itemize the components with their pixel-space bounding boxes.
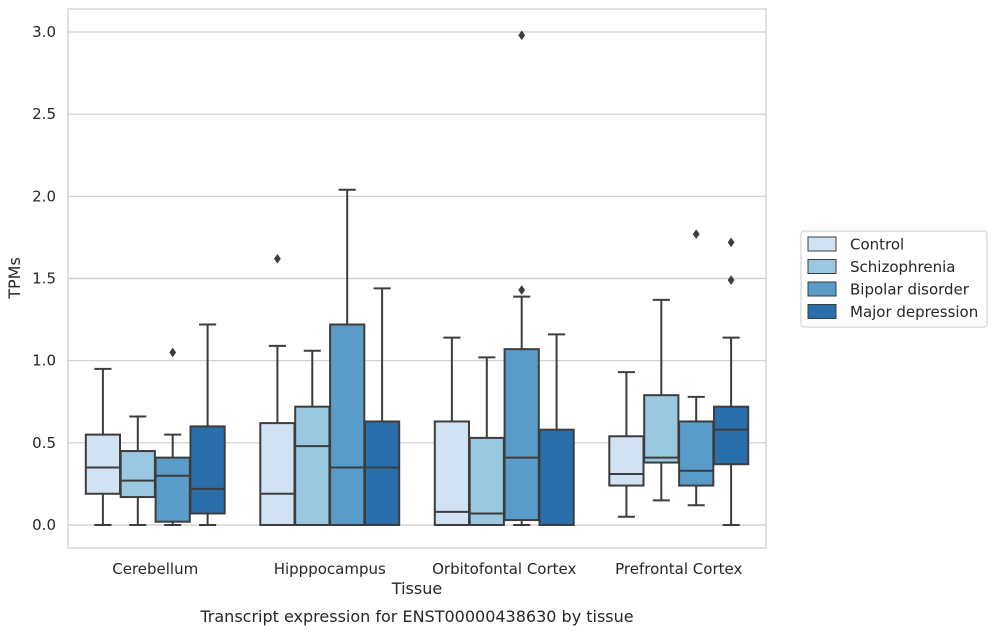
y-tick-label: 3.0 bbox=[32, 23, 56, 41]
outlier-point bbox=[169, 347, 177, 358]
legend-label: Bipolar disorder bbox=[850, 281, 970, 299]
box bbox=[678, 420, 715, 487]
box-group bbox=[678, 229, 715, 507]
outlier-point bbox=[692, 229, 700, 240]
legend-swatch bbox=[807, 304, 837, 319]
box-group bbox=[468, 356, 505, 526]
y-tick-label: 0.0 bbox=[32, 516, 56, 534]
box bbox=[538, 428, 575, 526]
legend-label: Control bbox=[850, 236, 904, 254]
chart-caption: Transcript expression for ENST0000043863… bbox=[199, 607, 633, 626]
box-group bbox=[363, 287, 401, 526]
box-group bbox=[154, 347, 191, 526]
y-tick-label: 2.0 bbox=[32, 187, 56, 205]
box-group bbox=[503, 30, 540, 526]
box bbox=[84, 433, 122, 495]
x-tick-labels: Cerebellum Hipppocampus Orbitofontal Corte… bbox=[112, 560, 742, 578]
legend-swatch bbox=[807, 259, 837, 274]
y-tick-label: 1.0 bbox=[32, 352, 56, 370]
x-tick-label: Prefrontal Cortex bbox=[615, 560, 742, 578]
box bbox=[503, 348, 540, 522]
box-group bbox=[538, 333, 575, 526]
x-tick-label: Hipppocampus bbox=[274, 560, 386, 578]
legend-label: Major depression bbox=[850, 303, 978, 321]
box bbox=[329, 323, 366, 526]
x-tick-label: Cerebellum bbox=[112, 560, 198, 578]
box bbox=[363, 420, 401, 526]
box bbox=[468, 436, 505, 526]
box bbox=[712, 405, 750, 466]
box bbox=[119, 450, 156, 499]
outlier-point bbox=[727, 237, 735, 248]
legend-label: Schizophrenia bbox=[850, 258, 955, 276]
outlier-point bbox=[518, 30, 526, 41]
legend-frame bbox=[800, 230, 988, 328]
box bbox=[294, 405, 331, 526]
box bbox=[433, 420, 471, 526]
outlier-point bbox=[273, 253, 281, 264]
y-tick-labels: 0.0 0.5 1.0 1.5 2.0 2.5 3.0 bbox=[32, 23, 56, 534]
x-axis-label: Tissue bbox=[391, 579, 442, 598]
outlier-point bbox=[727, 275, 735, 286]
legend-swatch bbox=[807, 281, 837, 297]
box-groups bbox=[84, 30, 750, 526]
box-group bbox=[189, 323, 226, 526]
box bbox=[643, 394, 680, 464]
box bbox=[154, 456, 191, 523]
y-tick-label: 0.5 bbox=[32, 434, 56, 452]
y-tick-label: 1.5 bbox=[32, 270, 56, 288]
box bbox=[608, 435, 645, 487]
box bbox=[189, 425, 226, 515]
box-group bbox=[84, 367, 122, 526]
box-group bbox=[433, 336, 471, 526]
legend-swatch bbox=[807, 236, 837, 252]
x-tick-label: Orbitofontal Cortex bbox=[432, 560, 576, 578]
box-group bbox=[329, 188, 366, 526]
box-group bbox=[119, 415, 156, 526]
box-group bbox=[712, 237, 750, 526]
box-group bbox=[294, 349, 331, 526]
outlier-point bbox=[518, 285, 526, 295]
box-group bbox=[259, 253, 296, 526]
y-tick-label: 2.5 bbox=[32, 105, 56, 123]
box bbox=[259, 422, 296, 526]
legend: Control Schizophrenia Bipolar disorder Majo… bbox=[800, 230, 988, 328]
y-axis-label: TPMs bbox=[5, 257, 24, 300]
